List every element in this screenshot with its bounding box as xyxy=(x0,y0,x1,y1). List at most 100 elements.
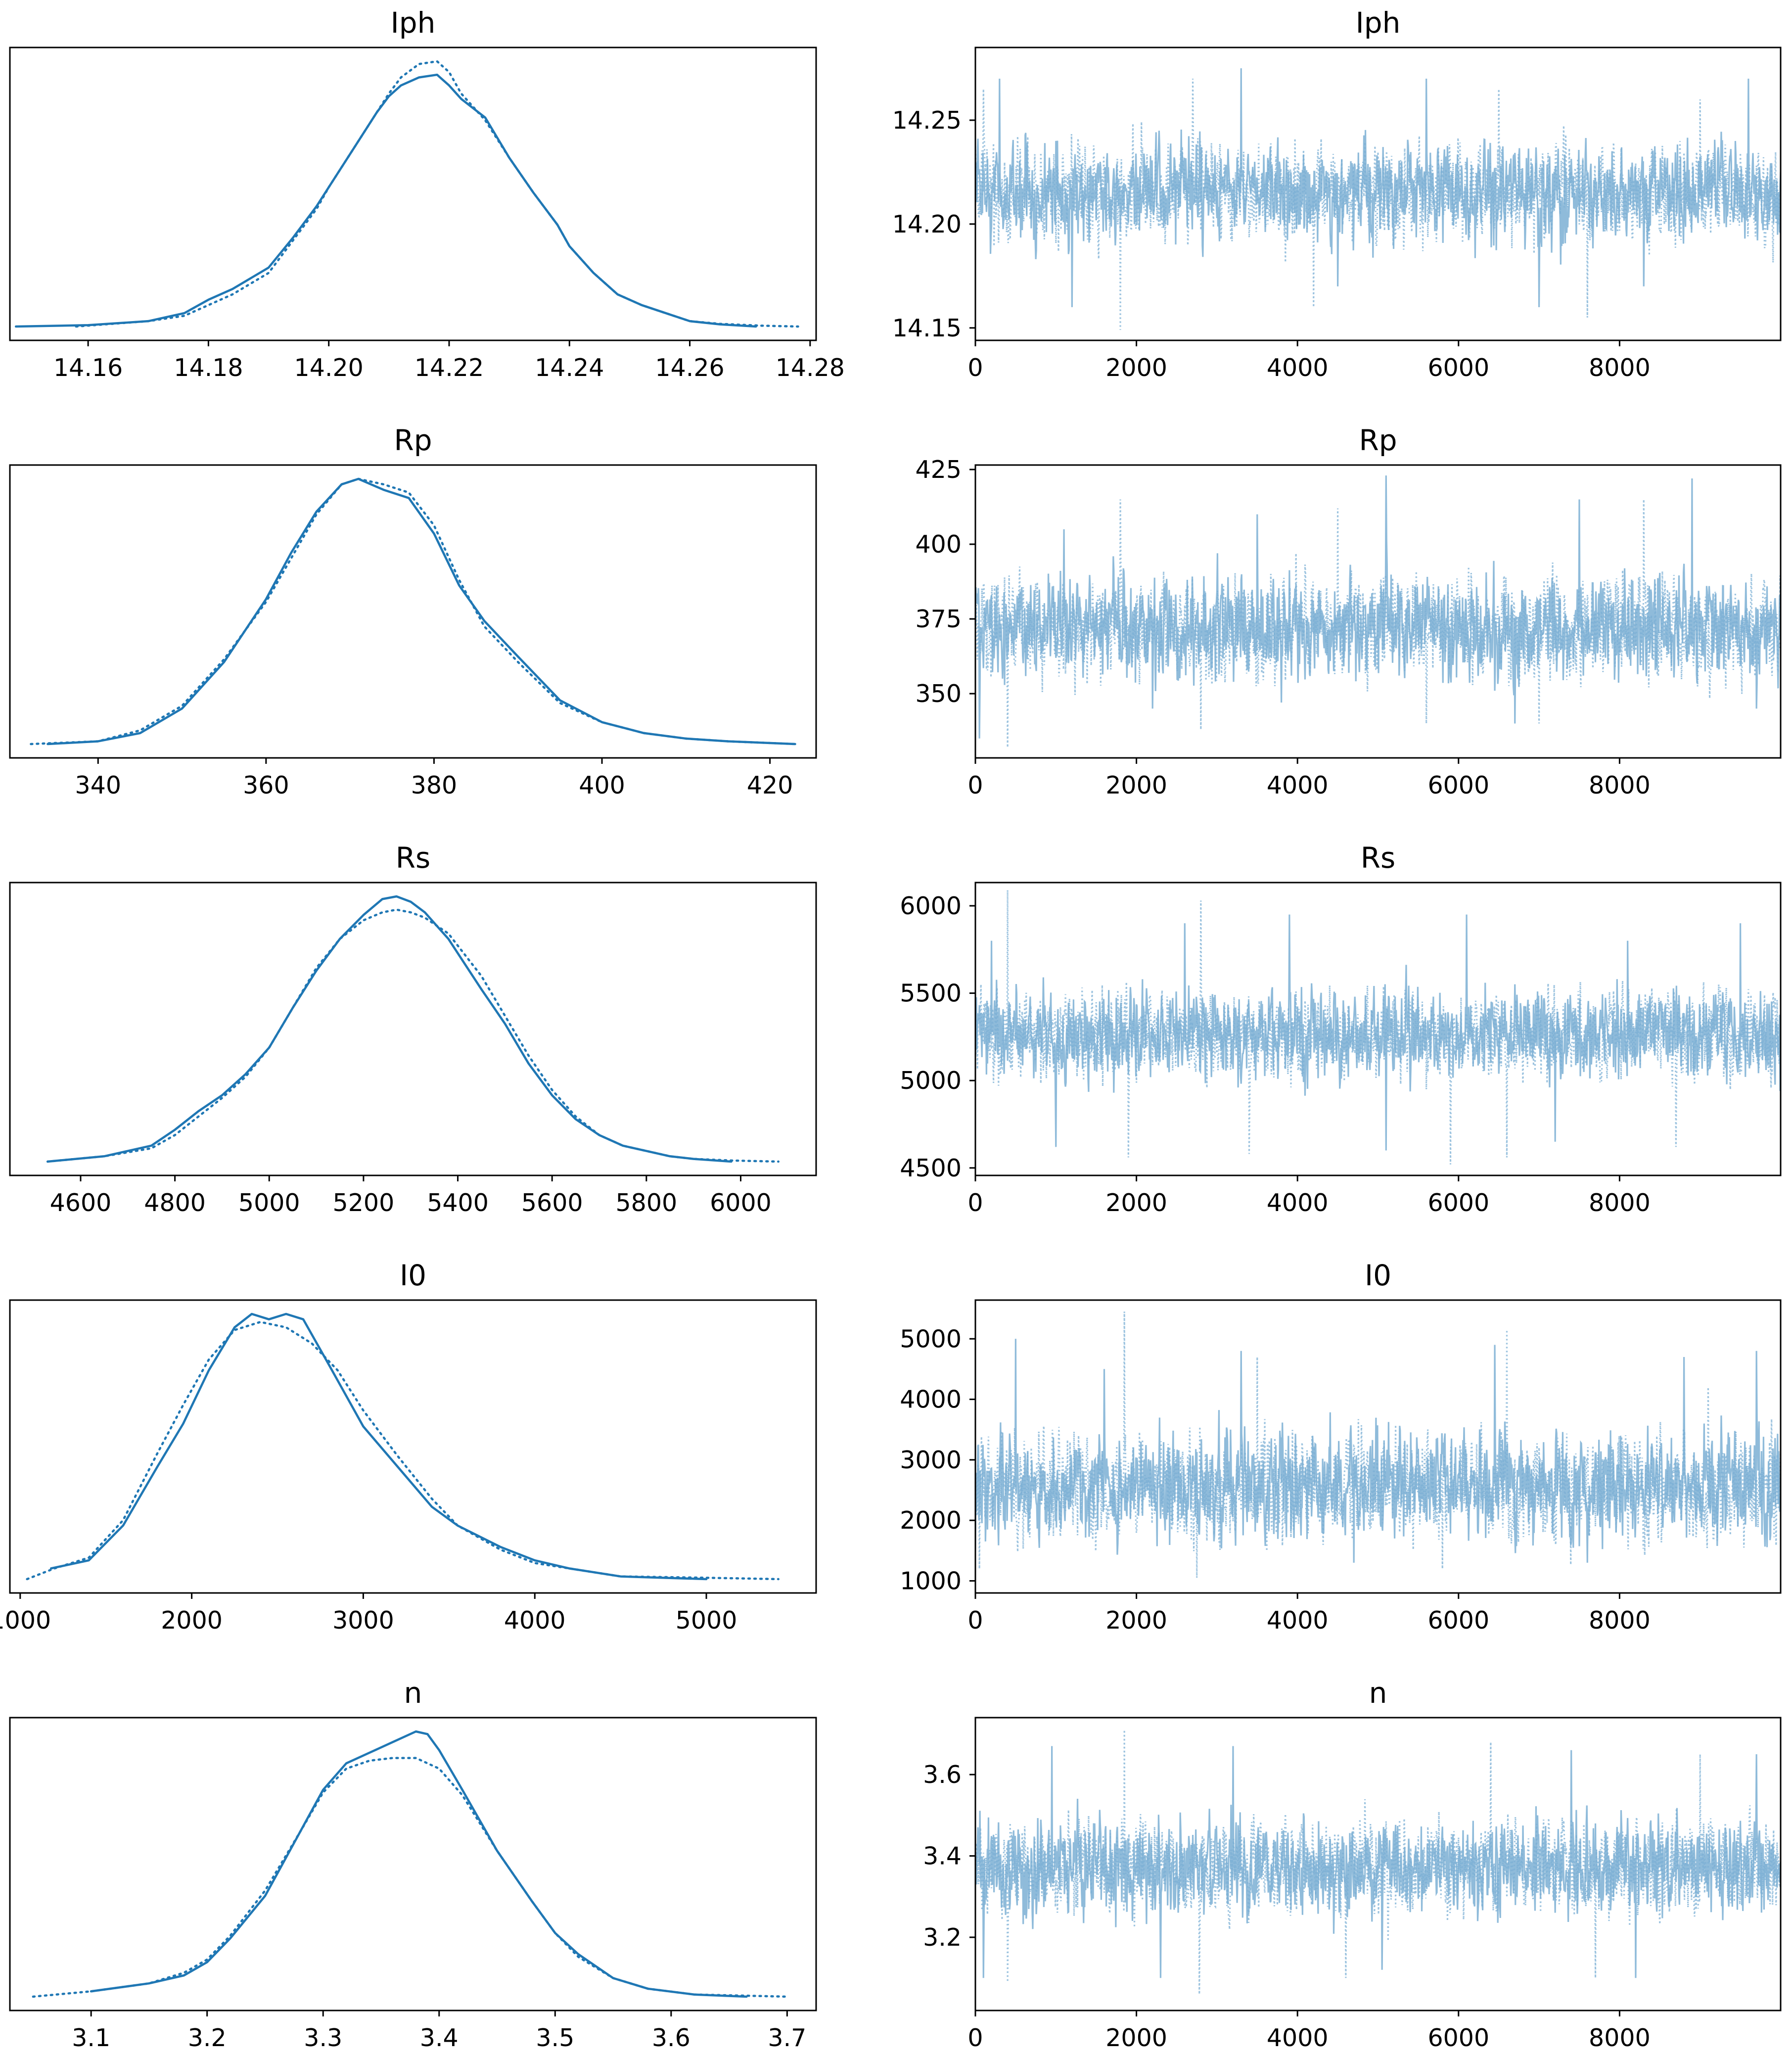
iph-trace-ytick-label: 14.15 xyxy=(892,314,962,342)
iph-density-xtick-label: 14.22 xyxy=(414,354,484,382)
rs-density-xtick-label: 4800 xyxy=(144,1189,206,1217)
rs-density-plot-area xyxy=(46,895,780,1163)
rp-density-xtick-label: 400 xyxy=(579,771,625,799)
n-trace-panel: 3.2 3.4 3.6 0 2000 4000 6000 8000 n xyxy=(923,1676,1782,2052)
n-trace-axes-frame xyxy=(974,1717,1782,2011)
i0-density-plot-area xyxy=(26,1312,780,1581)
rs-trace-panel: 4500 5000 5500 6000 0 2000 4000 6000 8000 Rs xyxy=(900,841,1782,1217)
n-density-panel: 3.1 3.2 3.3 3.4 3.5 3.6 3.7 n xyxy=(9,1676,817,2052)
iph-trace-xtick-label: 0 xyxy=(967,354,983,382)
n-density-chain-1-line xyxy=(32,1757,788,1998)
rs-density-xtick-label: 5800 xyxy=(615,1189,677,1217)
iph-trace-panel: 14.15 14.20 14.25 0 2000 4000 6000 8000 Iph xyxy=(892,6,1782,382)
n-density-xtick-label: 3.1 xyxy=(72,2024,110,2052)
n-density-title: n xyxy=(404,1676,422,1710)
n-trace-title: n xyxy=(1369,1676,1387,1710)
rs-density-xtick-label: 4600 xyxy=(50,1189,112,1217)
rs-trace-chain-1-line xyxy=(975,890,1781,1165)
rp-density-xtick-label: 360 xyxy=(243,771,289,799)
rp-density-chain-0-line xyxy=(46,477,796,746)
rs-trace-ytick-label: 5500 xyxy=(900,980,962,1008)
i0-trace-plot-area xyxy=(975,1311,1781,1578)
rs-trace-xtick-label: 6000 xyxy=(1427,1189,1489,1217)
iph-density-xtick-label: 14.24 xyxy=(535,354,604,382)
iph-trace-chain-0-line xyxy=(975,68,1781,307)
rs-density-xtick-label: 5400 xyxy=(427,1189,489,1217)
iph-density-plot-area xyxy=(14,60,799,328)
iph-density-xtick-label: 14.20 xyxy=(294,354,364,382)
rp-trace-xtick-label: 0 xyxy=(967,771,983,799)
rp-density-plot-area xyxy=(30,477,796,746)
rp-trace-ytick-label: 425 xyxy=(915,456,962,484)
i0-density-xtick-label: 2000 xyxy=(161,1606,223,1635)
n-trace-xtick-label: 4000 xyxy=(1267,2024,1329,2052)
i0-density-axes-frame xyxy=(9,1299,817,1594)
i0-trace-ytick-label: 2000 xyxy=(900,1506,962,1535)
rp-trace-xtick-label: 4000 xyxy=(1267,771,1329,799)
iph-density-chain-1-line xyxy=(75,60,799,328)
rs-density-xtick-label: 5000 xyxy=(238,1189,300,1217)
i0-trace-xtick-label: 0 xyxy=(967,1606,983,1635)
rp-density-axes-frame xyxy=(9,464,817,759)
rp-trace-xtick-label: 6000 xyxy=(1427,771,1489,799)
rs-density-chain-1-line xyxy=(46,908,780,1163)
iph-density-axes-frame xyxy=(9,47,817,341)
rs-trace-ytick-label: 5000 xyxy=(900,1067,962,1095)
rp-trace-axes-frame xyxy=(974,464,1782,759)
rp-trace-chain-1-line xyxy=(975,499,1781,748)
rp-trace-ytick-label: 350 xyxy=(915,680,962,708)
rs-trace-axes-frame xyxy=(974,882,1782,1176)
iph-density-panel: 14.16 14.18 14.20 14.22 14.24 14.26 14.28 Iph xyxy=(9,6,845,382)
rp-trace-plot-area xyxy=(975,475,1781,748)
rs-trace-xtick-label: 4000 xyxy=(1267,1189,1329,1217)
i0-density-chain-0-line xyxy=(49,1312,708,1581)
rs-density-chain-0-line xyxy=(46,895,733,1163)
n-trace-xtick-label: 8000 xyxy=(1589,2024,1651,2052)
i0-trace-chain-0-line xyxy=(975,1339,1781,1563)
i0-density-title: I0 xyxy=(400,1259,426,1292)
n-trace-xtick-label: 6000 xyxy=(1427,2024,1489,2052)
rp-trace-ytick-label: 375 xyxy=(915,605,962,633)
i0-trace-xtick-label: 4000 xyxy=(1267,1606,1329,1635)
rs-density-xtick-label: 6000 xyxy=(710,1189,772,1217)
rp-density-xtick-label: 340 xyxy=(75,771,122,799)
rp-density-chain-1-line xyxy=(30,477,796,746)
rs-trace-title: Rs xyxy=(1361,841,1396,875)
n-density-xtick-label: 3.2 xyxy=(188,2024,227,2052)
i0-trace-title: I0 xyxy=(1365,1259,1391,1292)
rp-trace-title: Rp xyxy=(1359,423,1397,457)
n-trace-chain-0-line xyxy=(975,1746,1781,1978)
rs-density-title: Rs xyxy=(396,841,431,875)
rp-trace-xtick-label: 8000 xyxy=(1589,771,1651,799)
n-trace-ytick-label: 3.4 xyxy=(923,1842,962,1870)
rp-trace-ytick-label: 400 xyxy=(915,530,962,559)
i0-density-xtick-label: 4000 xyxy=(504,1606,566,1635)
rp-trace-chain-0-line xyxy=(975,475,1781,739)
iph-trace-xtick-label: 8000 xyxy=(1589,354,1651,382)
rs-trace-ytick-label: 6000 xyxy=(900,892,962,920)
rp-density-panel: 340 360 380 400 420 Rp xyxy=(9,423,817,799)
n-trace-xtick-label: 2000 xyxy=(1105,2024,1167,2052)
rs-density-panel: 4600 4800 5000 5200 5400 5600 5800 6000 Rs xyxy=(9,841,817,1217)
rs-density-axes-frame xyxy=(9,882,817,1176)
i0-trace-ytick-label: 1000 xyxy=(900,1567,962,1595)
i0-trace-xtick-label: 6000 xyxy=(1427,1606,1489,1635)
n-density-xtick-label: 3.6 xyxy=(652,2024,690,2052)
n-density-chain-0-line xyxy=(90,1730,748,1998)
n-density-axes-frame xyxy=(9,1717,817,2011)
i0-trace-ytick-label: 4000 xyxy=(900,1386,962,1414)
n-trace-plot-area xyxy=(975,1730,1781,1995)
iph-density-xtick-label: 14.26 xyxy=(655,354,724,382)
i0-density-xtick-label: 5000 xyxy=(676,1606,737,1635)
iph-trace-xtick-label: 6000 xyxy=(1427,354,1489,382)
n-trace-chain-1-line xyxy=(975,1730,1781,1995)
n-density-xtick-label: 3.3 xyxy=(304,2024,342,2052)
iph-trace-xtick-label: 2000 xyxy=(1105,354,1167,382)
rs-density-xtick-label: 5200 xyxy=(333,1189,395,1217)
iph-trace-ytick-label: 14.20 xyxy=(892,210,962,238)
n-trace-xtick-label: 0 xyxy=(967,2024,983,2052)
iph-trace-chain-1-line xyxy=(975,78,1781,330)
rs-trace-xtick-label: 0 xyxy=(967,1189,983,1217)
i0-density-xtick-label: 1000 xyxy=(0,1606,51,1635)
